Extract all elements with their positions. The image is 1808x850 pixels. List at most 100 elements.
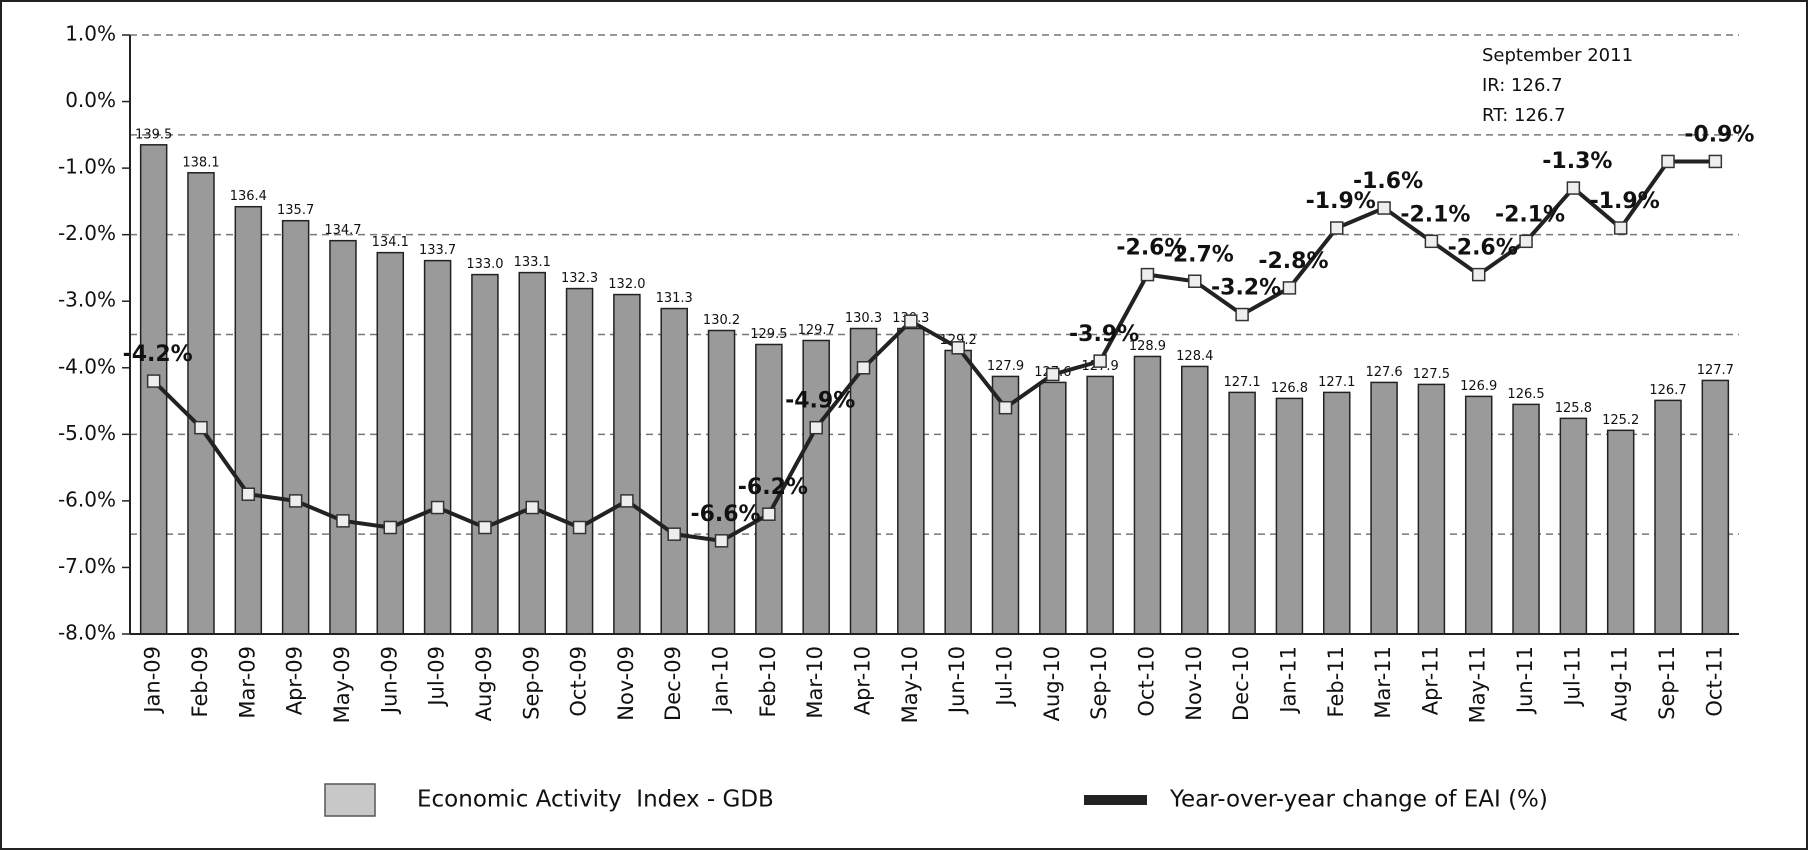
bar-value-label: 128.4: [1176, 349, 1213, 364]
bar-value-label: 126.7: [1649, 383, 1686, 398]
x-tick-label: Sep-11: [1655, 646, 1679, 720]
line-marker: [1235, 307, 1249, 322]
line-marker: [1188, 274, 1202, 289]
line: [152, 159, 1716, 543]
y-tick-label: -8.0%: [58, 621, 116, 645]
line-marker: [478, 520, 492, 535]
line-marker: [241, 487, 256, 501]
x-tick-label: Jun-11: [1513, 646, 1537, 715]
line-value-label: -1.9%: [1590, 189, 1660, 214]
line-value-label: -6.2%: [738, 475, 808, 500]
legend-label: Year-over-year change of EAI (%): [1169, 787, 1548, 813]
bar: [281, 219, 310, 635]
bar: [1417, 383, 1446, 635]
y-tick-label: 1.0%: [65, 22, 116, 46]
x-tick-label: Mar-09: [235, 646, 259, 719]
line-value-label: -2.8%: [1258, 249, 1328, 274]
x-tick-label: Jun-10: [945, 646, 969, 715]
x-tick-label: Feb-09: [188, 646, 212, 717]
line-marker: [430, 500, 445, 515]
line-marker: [525, 500, 539, 515]
bar: [1133, 355, 1162, 635]
line-marker: [1330, 221, 1344, 235]
x-tick-label: Apr-11: [1418, 646, 1442, 715]
bar-value-label: 136.4: [230, 189, 267, 204]
y-tick-label: -1.0%: [58, 155, 116, 179]
bar: [897, 327, 925, 635]
bar: [613, 293, 641, 635]
bar: [376, 251, 405, 635]
bar-value-label: 132.0: [608, 277, 645, 292]
x-tick-label: May-10: [898, 646, 922, 723]
x-tick-label: Apr-09: [283, 646, 307, 715]
bar-value-label: 126.9: [1460, 379, 1497, 394]
x-tick-label: Jun-09: [377, 646, 401, 715]
bar: [423, 259, 452, 635]
bar: [755, 343, 783, 635]
bar-value-label: 132.3: [561, 271, 598, 286]
bar-value-label: 134.1: [372, 235, 409, 250]
x-tick-label: Jul-09: [425, 646, 449, 708]
line-value-label: -2.1%: [1400, 202, 1470, 227]
x-tick-label: Jan-09: [141, 646, 165, 715]
line-marker: [904, 314, 918, 328]
bar-value-label: 130.3: [845, 311, 882, 326]
line-value-label: -2.6%: [1116, 236, 1186, 261]
bar-value-label: 129.5: [750, 327, 787, 342]
x-tick-label: Jul-11: [1560, 646, 1584, 708]
bar-value-label: 129.7: [798, 323, 835, 338]
x-tick-label: Mar-10: [803, 646, 827, 719]
line-marker: [620, 494, 634, 508]
bar: [565, 287, 594, 635]
x-tick-label: Jul-10: [992, 646, 1016, 708]
bar-value-label: 127.9: [987, 359, 1024, 374]
bar-value-label: 133.1: [514, 255, 551, 270]
bar-value-label: 127.7: [1697, 363, 1734, 378]
bar: [187, 172, 215, 635]
line-marker: [1282, 281, 1297, 295]
bar: [1228, 391, 1256, 635]
line-marker: [146, 374, 161, 388]
line-value-label: -0.9%: [1684, 122, 1754, 147]
bar-value-label: 133.7: [419, 243, 456, 258]
x-tick-label: Jan-11: [1276, 646, 1300, 715]
bar-value-label: 127.1: [1318, 375, 1355, 390]
bar-value-label: 125.8: [1555, 401, 1592, 416]
bar-value-label: 134.7: [324, 223, 361, 238]
bar: [471, 273, 499, 635]
bar-value-label: 127.1: [1223, 375, 1260, 390]
bar: [707, 329, 736, 635]
bar: [1606, 429, 1635, 635]
x-tick-label: Aug-10: [1040, 646, 1064, 721]
line-marker: [288, 494, 303, 508]
bar: [1701, 379, 1730, 635]
line-value-label: -6.6%: [690, 502, 760, 527]
line-marker: [572, 520, 587, 535]
bar-value-label: 139.5: [135, 127, 172, 142]
line-value-label: -4.9%: [785, 389, 855, 414]
bar: [660, 307, 688, 635]
bar: [234, 205, 263, 635]
bar-value-label: 127.6: [1365, 365, 1402, 380]
line-marker: [1377, 201, 1391, 215]
line-value-label: -3.9%: [1069, 322, 1139, 347]
x-tick-label: Dec-10: [1229, 646, 1253, 721]
line-marker: [714, 534, 729, 548]
line-marker: [809, 420, 823, 435]
x-tick-label: Oct-11: [1702, 646, 1726, 717]
line-marker: [951, 341, 965, 355]
bar: [1512, 403, 1540, 635]
legend-swatch: [324, 783, 376, 817]
bar-value-label: 138.1: [182, 155, 219, 170]
bar: [329, 239, 357, 635]
annotation: RT: 126.7: [1482, 105, 1566, 126]
x-tick-label: Aug-09: [472, 646, 496, 721]
bar-value-label: 128.9: [1129, 339, 1166, 354]
line-value-label: -4.2%: [123, 342, 193, 367]
line-marker: [856, 361, 871, 375]
line-marker: [1566, 181, 1581, 195]
bar-value-label: 125.2: [1602, 413, 1639, 428]
line-marker: [1046, 367, 1060, 382]
line-marker: [1140, 267, 1155, 282]
x-tick-label: Feb-11: [1324, 646, 1348, 717]
